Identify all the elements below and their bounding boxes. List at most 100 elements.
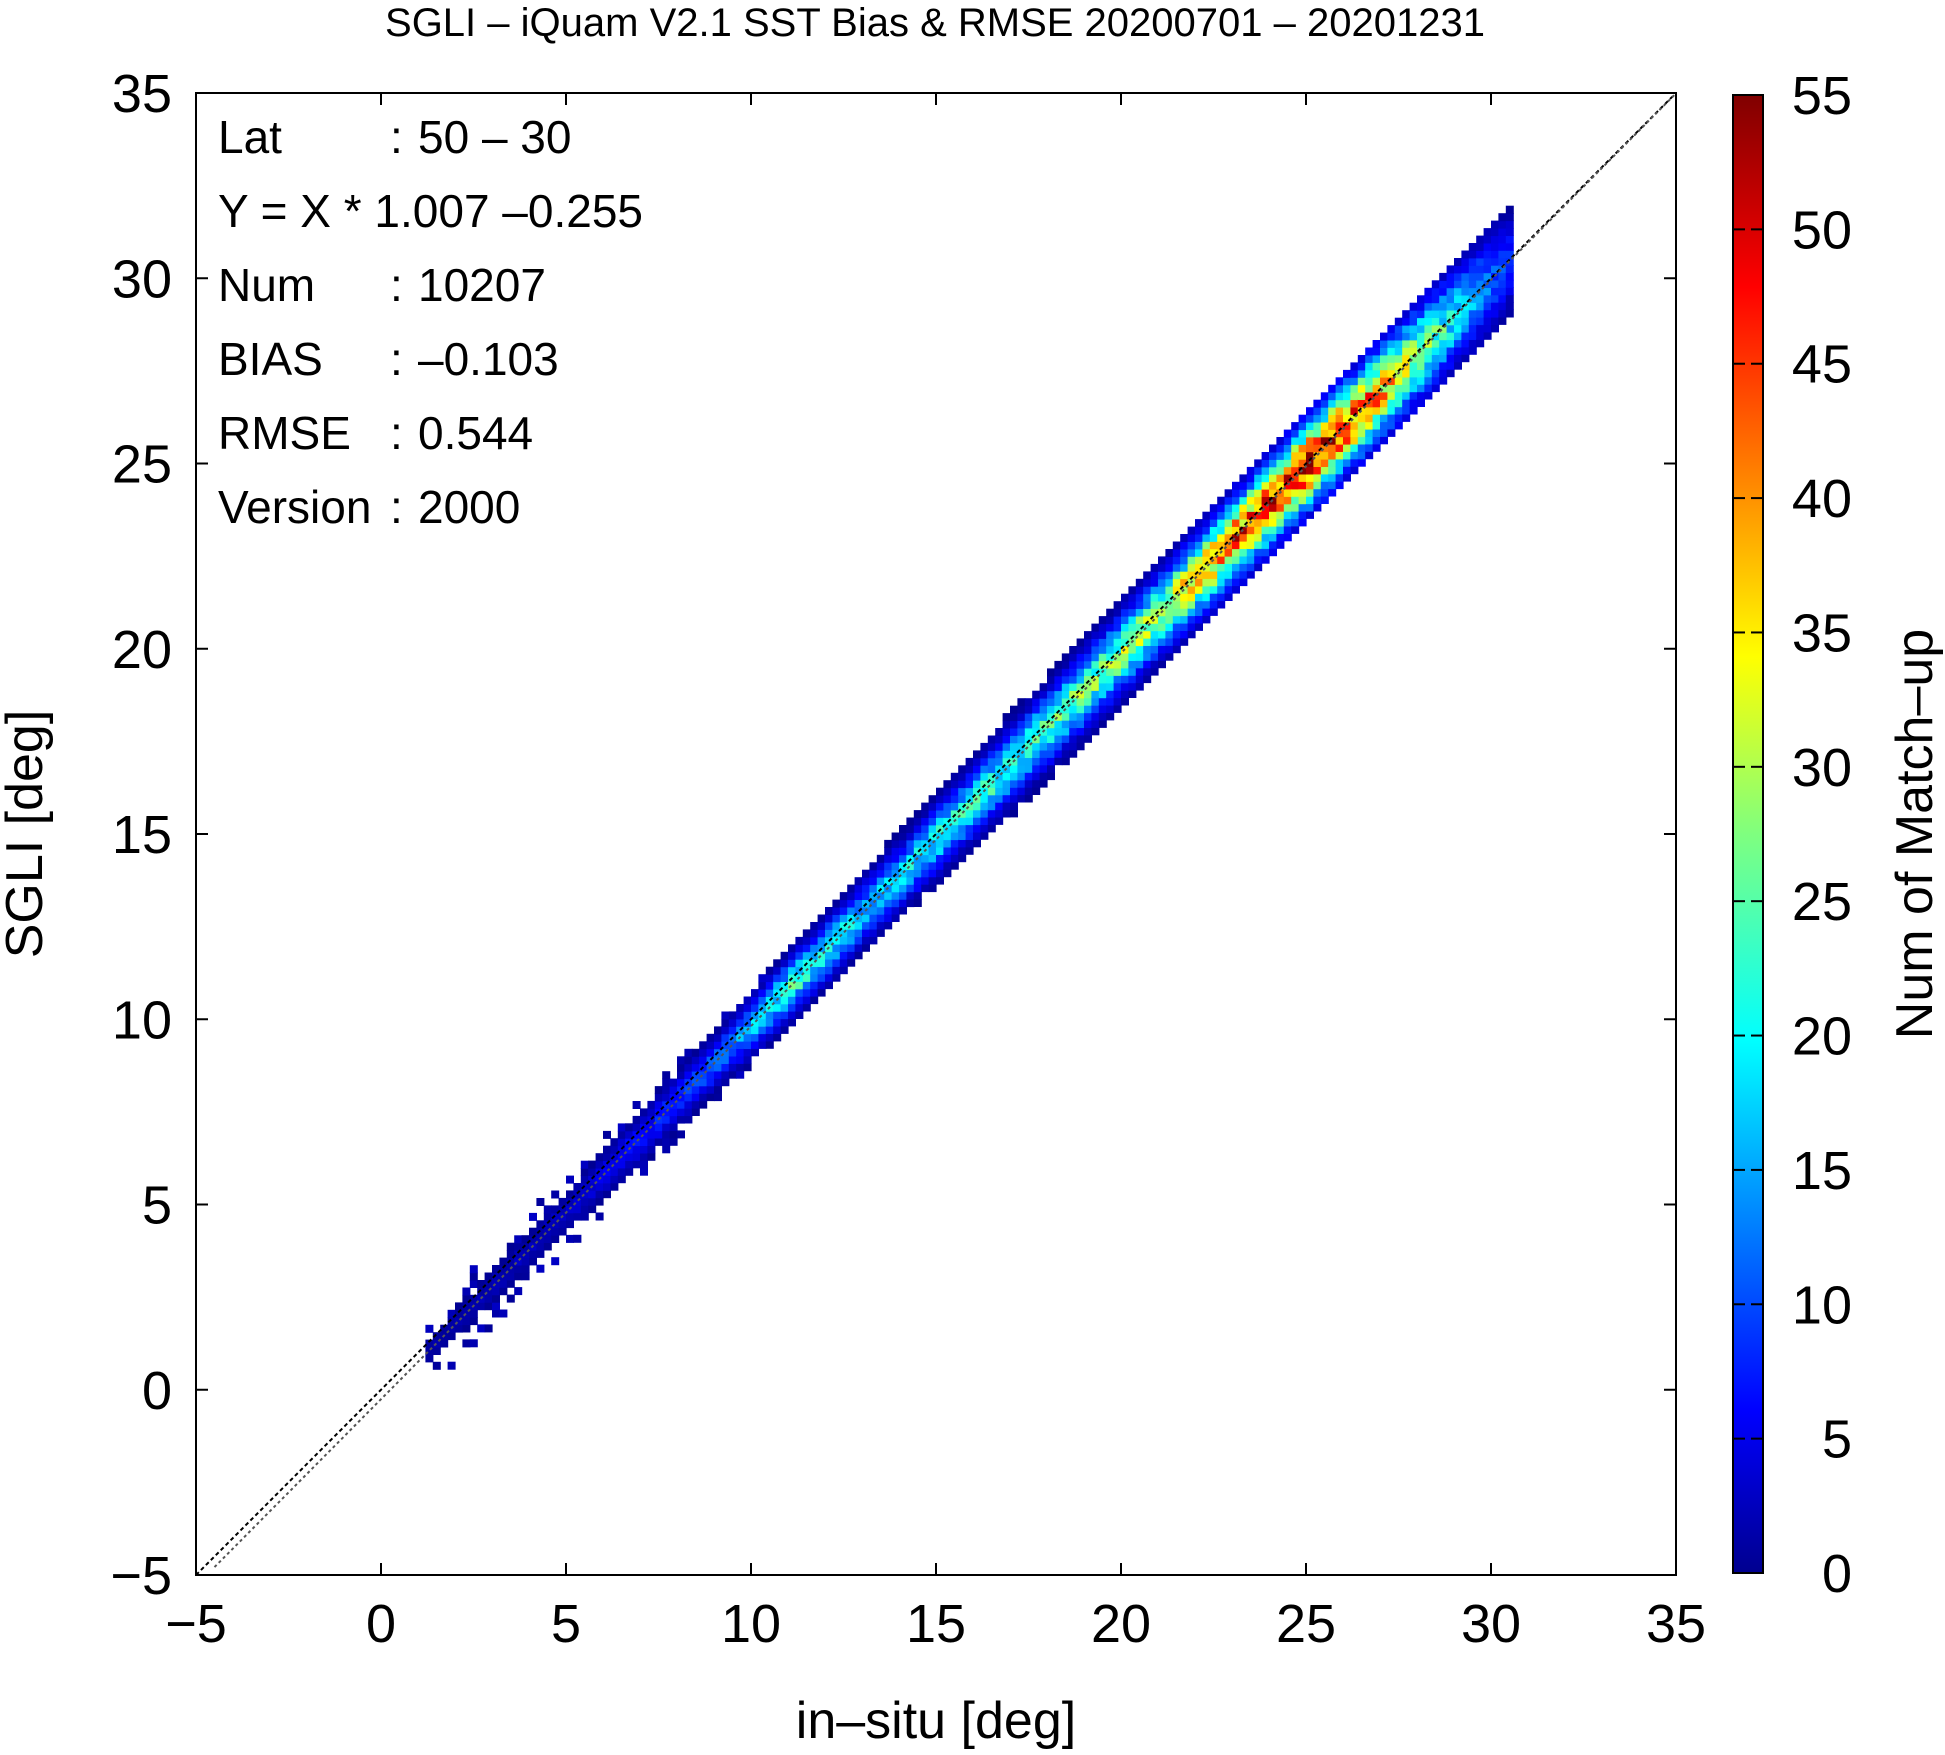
heatmap-cell <box>1283 525 1292 534</box>
heatmap-cell <box>1291 511 1300 519</box>
heatmap-cell <box>1261 452 1270 460</box>
heatmap-cell <box>514 1257 523 1266</box>
heatmap-cell <box>1061 690 1070 699</box>
heatmap-cell <box>1017 727 1026 736</box>
heatmap-cell <box>1372 384 1381 393</box>
heatmap-cell <box>1121 660 1129 669</box>
heatmap-cell <box>1076 720 1085 728</box>
heatmap-cell <box>1091 682 1100 691</box>
heatmap-cell <box>1158 600 1166 609</box>
heatmap-cell <box>1106 675 1115 684</box>
heatmap-cell <box>869 877 878 886</box>
heatmap-cell <box>788 1011 796 1019</box>
heatmap-cell <box>617 1175 626 1184</box>
heatmap-cell <box>1335 481 1344 490</box>
heatmap-cell <box>677 1071 685 1080</box>
heatmap-cell <box>795 1011 804 1019</box>
heatmap-cell <box>662 1145 671 1154</box>
heatmap-cell <box>1313 399 1322 408</box>
heatmap-cell <box>1343 458 1351 467</box>
heatmap-cell <box>1113 630 1122 639</box>
heatmap-cell <box>1291 518 1300 527</box>
heatmap-cell <box>1380 354 1388 363</box>
heatmap-cell <box>1468 317 1477 326</box>
colorbar-tick-label: 50 <box>1792 200 1852 260</box>
heatmap-cell <box>1113 704 1122 713</box>
heatmap-cell <box>958 780 967 789</box>
heatmap-cell <box>899 876 907 885</box>
heatmap-cell <box>514 1272 523 1281</box>
heatmap-cell <box>936 839 944 848</box>
heatmap-cell <box>1498 213 1507 222</box>
heatmap-cell <box>1320 429 1329 438</box>
heatmap-cell <box>1143 667 1152 676</box>
heatmap-cell <box>1232 585 1240 594</box>
heatmap-cell <box>677 1108 685 1117</box>
heatmap-cell <box>1291 444 1300 453</box>
heatmap-cell <box>1476 235 1485 244</box>
heatmap-cell <box>662 1130 671 1139</box>
heatmap-cell <box>1431 369 1440 378</box>
heatmap-cell <box>936 817 944 826</box>
heatmap-cell <box>1172 563 1181 572</box>
heatmap-cell <box>1276 496 1285 505</box>
heatmap-cell <box>1454 317 1462 326</box>
heatmap-cell <box>1024 727 1033 736</box>
heatmap-cell <box>987 809 996 818</box>
heatmap-cell <box>566 1190 574 1199</box>
heatmap-cell <box>521 1235 530 1244</box>
heatmap-cell <box>1054 683 1063 692</box>
heatmap-cell <box>721 1056 730 1064</box>
heatmap-cell <box>1320 407 1329 416</box>
heatmap-cell <box>839 892 848 901</box>
heatmap-cell <box>1439 280 1448 289</box>
heatmap-cell <box>691 1108 700 1116</box>
heatmap-cell <box>1394 317 1403 326</box>
heatmap-cell <box>1505 242 1514 251</box>
heatmap-cell <box>1276 503 1285 512</box>
heatmap-cell <box>1054 757 1063 766</box>
heatmap-cell <box>1202 511 1211 520</box>
heatmap-cell <box>1150 608 1159 617</box>
heatmap-cell <box>1202 563 1211 572</box>
heatmap-cell <box>662 1123 671 1132</box>
heatmap-cell <box>1372 406 1381 415</box>
heatmap-cell <box>788 996 796 1005</box>
heatmap-cell <box>1143 615 1152 624</box>
heatmap-cell <box>1246 548 1255 557</box>
heatmap-cell <box>965 787 974 796</box>
heatmap-cell <box>1476 287 1485 296</box>
heatmap-cell <box>862 884 870 893</box>
heatmap-cell <box>1439 354 1448 363</box>
heatmap-cell <box>788 1003 796 1012</box>
heatmap-cell <box>699 1041 708 1050</box>
heatmap-cell <box>1254 526 1263 535</box>
heatmap-cell <box>714 1078 722 1087</box>
heatmap-cell <box>891 832 900 841</box>
colorbar-tick-label: 30 <box>1792 738 1852 798</box>
heatmap-cell <box>1476 294 1485 303</box>
heatmap-cell <box>1010 779 1018 788</box>
heatmap-cell <box>1209 541 1218 550</box>
heatmap-cell <box>1017 720 1026 729</box>
heatmap-cell <box>514 1287 523 1296</box>
heatmap-cell <box>1468 339 1477 348</box>
heatmap-cell <box>455 1324 463 1333</box>
heatmap-cell <box>825 914 833 923</box>
heatmap-cell <box>1269 540 1277 549</box>
heatmap-cell <box>1098 690 1107 699</box>
heatmap-cell <box>1032 787 1041 795</box>
heatmap-cell <box>1468 294 1477 303</box>
heatmap-cell <box>1143 571 1152 580</box>
heatmap-cell <box>965 757 974 766</box>
heatmap-cell <box>1061 675 1070 684</box>
heatmap-cell <box>551 1205 560 1214</box>
heatmap-cell <box>1091 653 1100 662</box>
heatmap-cell <box>1269 481 1277 490</box>
heatmap-cell <box>1439 332 1448 341</box>
heatmap-cell <box>1135 623 1144 632</box>
heatmap-cell <box>928 824 937 833</box>
heatmap-cell <box>1328 481 1337 490</box>
heatmap-cell <box>1076 697 1085 706</box>
heatmap-cell <box>765 974 774 983</box>
